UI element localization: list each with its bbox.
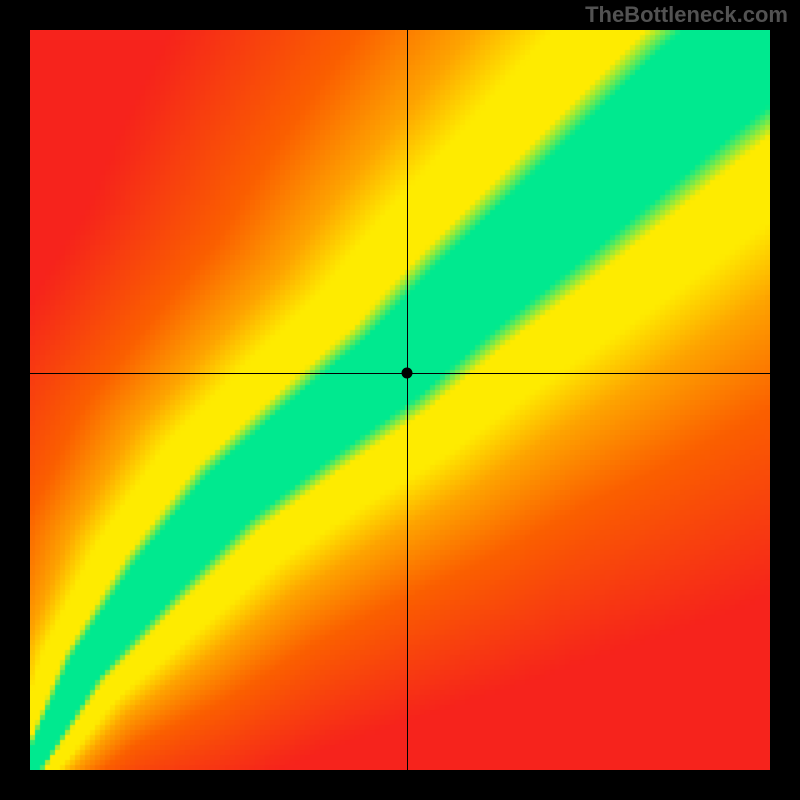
crosshair-horizontal — [30, 373, 770, 374]
heatmap-chart — [30, 30, 770, 770]
watermark-text: TheBottleneck.com — [585, 2, 788, 28]
heatmap-canvas — [30, 30, 770, 770]
crosshair-vertical — [407, 30, 408, 770]
data-point-marker — [402, 367, 413, 378]
